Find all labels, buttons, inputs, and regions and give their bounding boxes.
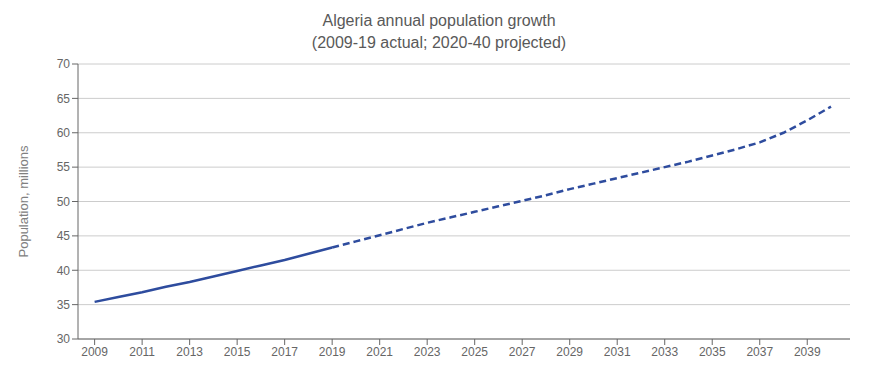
svg-text:2031: 2031 bbox=[604, 345, 631, 359]
svg-text:2035: 2035 bbox=[699, 345, 726, 359]
html-text:(2009-19 actual; 2020-40 proje: (2009-19 actual; 2020-40 projected) bbox=[311, 34, 567, 51]
svg-text:2027: 2027 bbox=[509, 345, 536, 359]
svg-text:2015: 2015 bbox=[224, 345, 251, 359]
svg-text:45: 45 bbox=[57, 229, 71, 243]
svg-text:2017: 2017 bbox=[271, 345, 298, 359]
svg-text:2033: 2033 bbox=[651, 345, 678, 359]
svg-text:2013: 2013 bbox=[176, 345, 203, 359]
svg-text:2021: 2021 bbox=[366, 345, 393, 359]
svg-text:2009: 2009 bbox=[81, 345, 108, 359]
svg-text:Population, millions: Population, millions bbox=[16, 145, 31, 258]
svg-text:2023: 2023 bbox=[414, 345, 441, 359]
svg-text:50: 50 bbox=[57, 195, 71, 209]
svg-text:2011: 2011 bbox=[129, 345, 155, 359]
svg-text:2037: 2037 bbox=[746, 345, 773, 359]
html-text:Algeria annual population grow: Algeria annual population growth bbox=[322, 12, 556, 29]
svg-text:2019: 2019 bbox=[319, 345, 346, 359]
svg-text:2039: 2039 bbox=[794, 345, 821, 359]
svg-text:65: 65 bbox=[57, 92, 71, 106]
svg-text:30: 30 bbox=[57, 332, 71, 346]
svg-text:2029: 2029 bbox=[556, 345, 583, 359]
svg-text:70: 70 bbox=[57, 57, 71, 71]
svg-text:60: 60 bbox=[57, 126, 71, 140]
svg-text:40: 40 bbox=[57, 264, 71, 278]
svg-text:35: 35 bbox=[57, 298, 71, 312]
svg-text:2025: 2025 bbox=[461, 345, 488, 359]
svg-text:55: 55 bbox=[57, 160, 71, 174]
